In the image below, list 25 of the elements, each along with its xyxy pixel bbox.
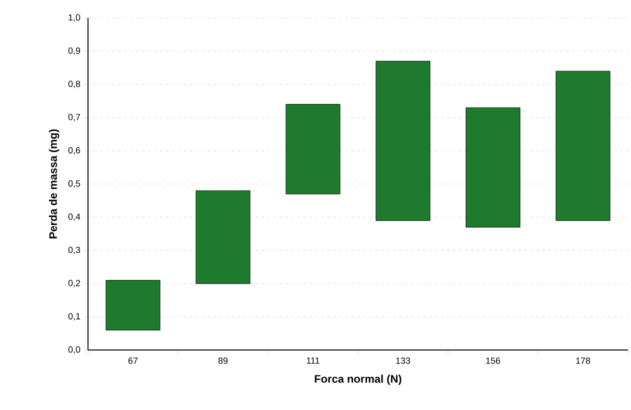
- y-tick-label: 0,6: [68, 147, 80, 154]
- y-tick-label: 0,0: [68, 346, 80, 354]
- y-tick-label: 0,3: [68, 246, 80, 254]
- y-axis-title: Perda de massa (mg): [48, 129, 60, 238]
- x-axis-title: Forca normal (N): [314, 374, 402, 385]
- bar: [196, 190, 250, 284]
- y-tick-label: 0,2: [68, 280, 80, 288]
- x-tick-label: 89: [218, 358, 228, 364]
- y-tick-label: 0,7: [68, 114, 80, 122]
- bar: [286, 104, 340, 194]
- bar: [466, 107, 520, 228]
- y-tick-label: 0,8: [68, 80, 80, 88]
- y-tick-label: 0,1: [68, 313, 80, 320]
- x-tick-label: 111: [306, 358, 320, 364]
- bar: [556, 70, 610, 221]
- x-tick-label: 156: [486, 358, 500, 364]
- y-tick-label: 0,9: [68, 47, 80, 55]
- x-tick-label: 178: [576, 358, 590, 364]
- y-tick-label: 1,0: [68, 14, 80, 22]
- bar: [106, 280, 160, 330]
- x-tick-label: 133: [396, 358, 410, 364]
- y-tick-label: 0,5: [68, 180, 80, 188]
- y-tick-label: 0,4: [68, 213, 80, 221]
- x-tick-label: 67: [128, 358, 138, 364]
- bar: [376, 60, 430, 221]
